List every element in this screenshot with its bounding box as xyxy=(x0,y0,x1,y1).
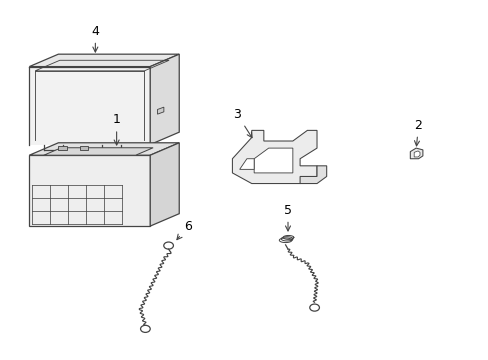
Polygon shape xyxy=(239,159,254,169)
Bar xyxy=(58,145,66,150)
Text: 6: 6 xyxy=(177,220,191,240)
Text: 5: 5 xyxy=(284,204,291,231)
Polygon shape xyxy=(413,151,419,157)
Polygon shape xyxy=(29,67,150,145)
Polygon shape xyxy=(232,130,316,184)
Polygon shape xyxy=(254,148,292,173)
Polygon shape xyxy=(300,166,326,184)
Polygon shape xyxy=(44,148,153,155)
Polygon shape xyxy=(29,143,179,155)
Circle shape xyxy=(163,242,173,249)
Text: 2: 2 xyxy=(414,118,422,146)
Polygon shape xyxy=(150,54,179,145)
Polygon shape xyxy=(29,155,150,226)
Text: 3: 3 xyxy=(233,108,251,138)
Circle shape xyxy=(309,304,319,311)
Polygon shape xyxy=(409,148,422,159)
Circle shape xyxy=(140,325,150,332)
Text: 1: 1 xyxy=(112,113,121,145)
Polygon shape xyxy=(157,107,163,114)
Polygon shape xyxy=(29,54,179,67)
Polygon shape xyxy=(150,143,179,226)
Bar xyxy=(80,145,88,150)
Text: 4: 4 xyxy=(91,25,99,52)
